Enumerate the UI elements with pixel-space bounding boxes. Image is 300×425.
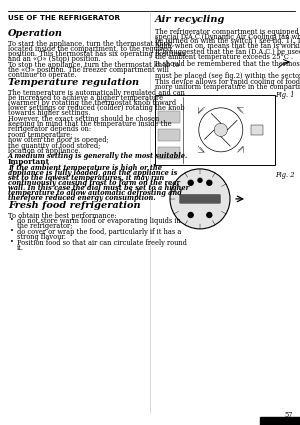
Circle shape bbox=[199, 108, 243, 152]
Bar bbox=[260, 417, 300, 425]
Text: position. This thermostat has six operating positions: position. This thermostat has six operat… bbox=[8, 50, 185, 58]
Text: room temperature;: room temperature; bbox=[8, 131, 73, 139]
Circle shape bbox=[214, 123, 227, 136]
Text: The temperature is automatically regulated and can: The temperature is automatically regulat… bbox=[8, 90, 185, 97]
Text: therefore reduced energy consumption.: therefore reduced energy consumption. bbox=[8, 194, 156, 201]
Text: it.: it. bbox=[17, 244, 24, 252]
Text: the «O» position. The freezer compartment will: the «O» position. The freezer compartmen… bbox=[8, 66, 169, 74]
Text: To obtain the best performance:: To obtain the best performance: bbox=[8, 212, 117, 220]
Text: Position food so that air can circulate freely round: Position food so that air can circulate … bbox=[17, 239, 187, 246]
Text: Fig. 2: Fig. 2 bbox=[275, 171, 295, 179]
Circle shape bbox=[198, 178, 202, 182]
Text: Operation: Operation bbox=[8, 29, 63, 38]
Circle shape bbox=[207, 180, 212, 185]
Text: more uniform temperature in the compartment.: more uniform temperature in the compartm… bbox=[155, 83, 300, 91]
Text: keeping in mind that the temperature inside the: keeping in mind that the temperature ins… bbox=[8, 120, 172, 128]
Text: how often the door is opened;: how often the door is opened; bbox=[8, 136, 109, 145]
Text: special D.A.C.(Dynamic Air Cooling) fan which can: special D.A.C.(Dynamic Air Cooling) fan … bbox=[155, 33, 300, 40]
Text: A medium setting is generally the most suitable.: A medium setting is generally the most s… bbox=[8, 153, 188, 160]
Text: set to the lowest temperatures, it may run: set to the lowest temperatures, it may r… bbox=[8, 174, 164, 182]
Text: Fig. 1: Fig. 1 bbox=[275, 91, 295, 99]
Text: Air recycling: Air recycling bbox=[155, 15, 225, 24]
Text: To stop the appliance, turn the thermostat knob to: To stop the appliance, turn the thermost… bbox=[8, 61, 179, 69]
Text: The refrigerator compartment is equipped with a: The refrigerator compartment is equipped… bbox=[155, 28, 300, 36]
Text: To start the appliance, turn the thermostat knob,: To start the appliance, turn the thermos… bbox=[8, 40, 174, 48]
Circle shape bbox=[207, 212, 212, 218]
Text: •: • bbox=[10, 228, 14, 234]
Bar bbox=[155, 95, 275, 165]
Circle shape bbox=[170, 169, 230, 229]
Text: the quantity of food stored;: the quantity of food stored; bbox=[8, 142, 100, 150]
Bar bbox=[158, 111, 180, 123]
FancyBboxPatch shape bbox=[179, 194, 220, 204]
Text: It is suggested that the fan (D.A.C.) be used when: It is suggested that the fan (D.A.C.) be… bbox=[155, 48, 300, 57]
Bar bbox=[251, 125, 263, 135]
Circle shape bbox=[188, 180, 193, 185]
Text: If the ambient temperature is high or the: If the ambient temperature is high or th… bbox=[8, 164, 162, 172]
Text: Temperature regulation: Temperature regulation bbox=[8, 78, 139, 87]
Text: It should be remembered that the thermostat knob: It should be remembered that the thermos… bbox=[155, 60, 300, 68]
Text: wall. In this case the dial must be set to a higher: wall. In this case the dial must be set … bbox=[8, 184, 189, 192]
Text: the ambient temperature exceeds 25°C .: the ambient temperature exceeds 25°C . bbox=[155, 54, 293, 61]
Text: •: • bbox=[10, 218, 14, 224]
Bar bbox=[158, 129, 180, 141]
Text: do not store warm food or evaporating liquids in: do not store warm food or evaporating li… bbox=[17, 218, 181, 225]
Text: refrigerator depends on:: refrigerator depends on: bbox=[8, 125, 91, 133]
Text: and an «O» (Stop) position.: and an «O» (Stop) position. bbox=[8, 55, 100, 62]
Text: Important: Important bbox=[8, 158, 50, 166]
Text: lower settings or reduced (colder) rotating the knob: lower settings or reduced (colder) rotat… bbox=[8, 104, 184, 112]
Text: appliance is fully loaded, and the appliance is: appliance is fully loaded, and the appli… bbox=[8, 169, 177, 177]
Text: do cover or wrap the food, particularly if it has a: do cover or wrap the food, particularly … bbox=[17, 228, 181, 236]
Text: (warmer) by rotating the thermostat knob toward: (warmer) by rotating the thermostat knob… bbox=[8, 99, 176, 107]
Text: USE OF THE REFRIGERATOR: USE OF THE REFRIGERATOR bbox=[8, 15, 120, 21]
Text: However, the exact setting should be chosen: However, the exact setting should be cho… bbox=[8, 115, 159, 123]
Text: located inside the compartment, to the required: located inside the compartment, to the r… bbox=[8, 45, 171, 53]
Text: continuously causing frost to form on the rear: continuously causing frost to form on th… bbox=[8, 179, 180, 187]
Text: light, when on, means that the fan is working.: light, when on, means that the fan is wo… bbox=[155, 42, 300, 50]
Text: location of appliance.: location of appliance. bbox=[8, 147, 80, 155]
Text: be increased to achieve a higher temperature: be increased to achieve a higher tempera… bbox=[8, 94, 163, 102]
Text: continue to operate.: continue to operate. bbox=[8, 71, 76, 79]
Circle shape bbox=[188, 212, 193, 218]
Text: must be placed (see fig.2) within the sector: must be placed (see fig.2) within the se… bbox=[155, 72, 300, 80]
Text: This device allows for rapid cooling of foods and a: This device allows for rapid cooling of … bbox=[155, 78, 300, 86]
Text: be turned on with the switch ( see fig. 1). The green: be turned on with the switch ( see fig. … bbox=[155, 37, 300, 45]
Text: Fresh food refrigeration: Fresh food refrigeration bbox=[8, 201, 141, 210]
Bar bbox=[158, 147, 180, 159]
Text: strong flavour.: strong flavour. bbox=[17, 233, 66, 241]
Text: towards higher settings.: towards higher settings. bbox=[8, 109, 90, 117]
Text: 57: 57 bbox=[285, 411, 293, 419]
Text: the refrigerator;: the refrigerator; bbox=[17, 222, 72, 230]
Text: •: • bbox=[10, 239, 14, 245]
Text: temperature to allow automatic defrosting and: temperature to allow automatic defrostin… bbox=[8, 189, 182, 197]
